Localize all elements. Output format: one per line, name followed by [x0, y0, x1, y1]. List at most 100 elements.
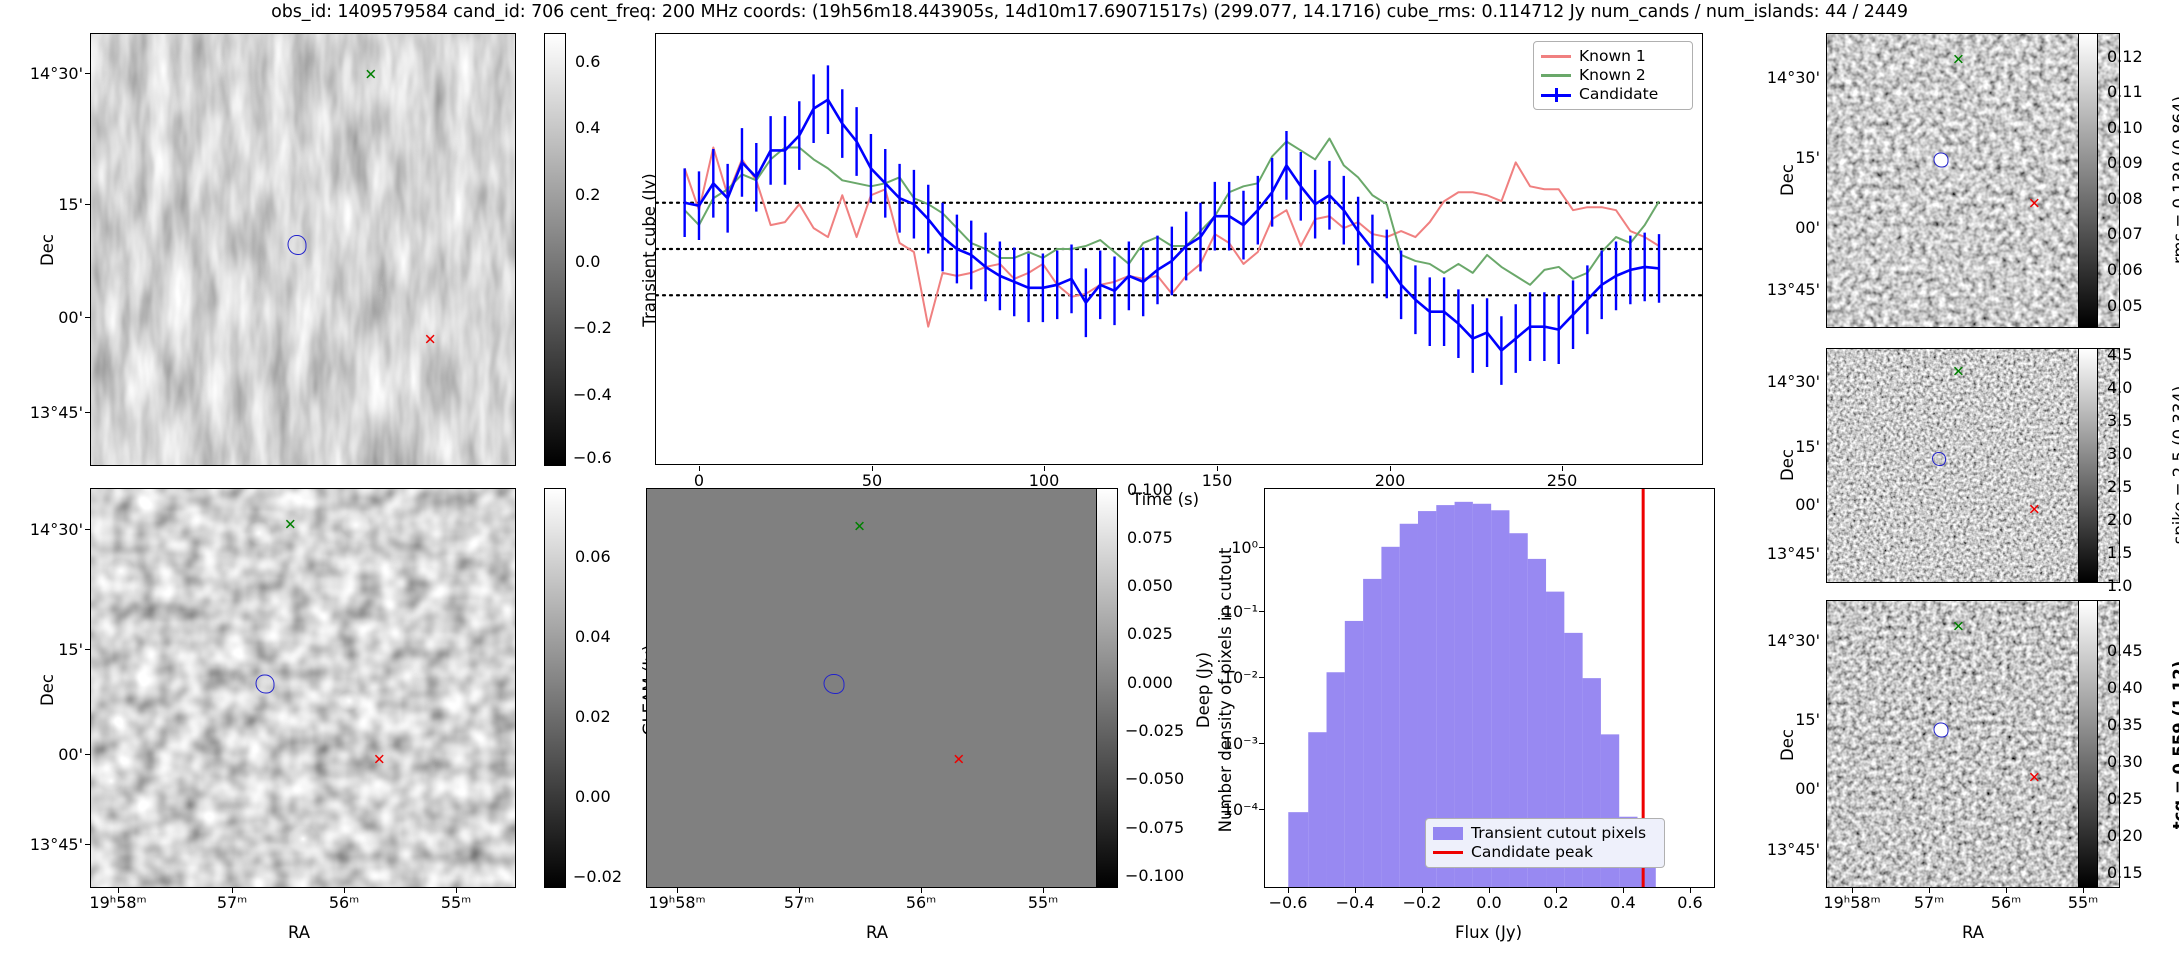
deep-image[interactable]: ✕ ✕: [646, 488, 1110, 888]
deep-ra-tickmark-2: [921, 888, 923, 893]
hist-xaxis-label: Flux (Jy): [1455, 923, 1523, 942]
hist-xtick-4: 0.2: [1543, 893, 1569, 912]
lc-candidate-errorbars: [683, 65, 1661, 385]
gleam-candidate-island-outline: [255, 674, 275, 694]
rms-dec-tick-1: 15': [1795, 148, 1820, 167]
gleam-dec-tick-2: 00': [58, 745, 83, 764]
spike-cbar-tick-7: 1.0: [2107, 576, 2133, 595]
tcg-cbar-tick-6: 0.15: [2107, 863, 2143, 882]
hist-ytick-2: 10⁻²: [1222, 668, 1258, 687]
gleam-dec-tickmark-1: [85, 649, 90, 651]
lc-xtickmark-5: [1562, 466, 1564, 471]
candidate-island-outline: [287, 235, 307, 256]
hist-xtickmark-4: [1556, 888, 1558, 893]
tcg-dec-tick-1: 15': [1795, 710, 1820, 729]
gleam-cbar-tick-0: 0.06: [575, 547, 611, 566]
hist-ytick-1: 10⁻³: [1222, 734, 1258, 753]
lc-xtick-1: 50: [861, 471, 883, 490]
hist-ytickmark-3: [1259, 611, 1264, 613]
tcg-ra-axis-label: RA: [1962, 923, 1985, 942]
rms-cbar-tick-5: 0.07: [2107, 224, 2143, 243]
figure-title: obs_id: 1409579584 cand_id: 706 cent_fre…: [271, 2, 1908, 22]
deep-ra-axis-label: RA: [866, 923, 889, 942]
cube-dec-tick-0: 14°30': [29, 64, 83, 83]
lc-xtickmark-3: [1217, 466, 1219, 471]
candidate-peak-swatch: [1433, 851, 1463, 854]
hist-ytickmark-2: [1259, 677, 1264, 679]
transient-cube-image[interactable]: ✕ ✕: [90, 33, 516, 466]
tcg-colorbar[interactable]: [2078, 600, 2098, 888]
cube-cbar-tick-4: −0.2: [573, 318, 612, 337]
gleam-ra-tick-3: 55ᵐ: [440, 893, 472, 912]
spike-known-source-1-marker: ✕: [2028, 500, 2041, 519]
lightcurve-legend: Known 1 Known 2 Candidate: [1533, 41, 1693, 110]
hist-xtick-5: 0.4: [1610, 893, 1636, 912]
tcg-image[interactable]: ✕ ✕: [1826, 600, 2120, 888]
tcg-ra-tick-2: 56ᵐ: [1990, 893, 2022, 912]
hist-yaxis-label: Number density of pixels in cutout: [1216, 547, 1235, 833]
gleam-ra-tick-1: 57ᵐ: [216, 893, 248, 912]
hist-xtickmark-6: [1690, 888, 1692, 893]
hist-ytick-3: 10⁻¹: [1222, 602, 1258, 621]
lightcurve-canvas: [656, 65, 1702, 385]
cube-cbar-tick-3: 0.0: [575, 252, 601, 271]
rms-known-source-2-marker: ✕: [1952, 50, 1965, 69]
gleam-ra-tickmark-1: [232, 888, 234, 893]
deep-known-source-2-marker: ✕: [853, 517, 866, 536]
hist-xtickmark-3: [1489, 888, 1491, 893]
spike-image[interactable]: ✕ ✕: [1826, 348, 2120, 583]
rms-cbar-tick-0: 0.12: [2107, 47, 2143, 66]
cube-cbar-tick-2: 0.2: [575, 185, 601, 204]
rms-colorbar[interactable]: [2078, 33, 2098, 328]
deep-cbar-tick-4: 0.000: [1127, 673, 1173, 692]
legend-row-candidate: Candidate: [1541, 85, 1683, 104]
rms-cbar-tick-4: 0.08: [2107, 189, 2143, 208]
tcg-cbar-tick-2: 0.35: [2107, 715, 2143, 734]
rms-known-source-1-marker: ✕: [2028, 194, 2041, 213]
spike-colorbar[interactable]: [2078, 348, 2098, 583]
cube-cbar-tick-6: −0.6: [573, 448, 612, 467]
legend-label-candidate-peak: Candidate peak: [1471, 843, 1594, 861]
cube-dec-axis-label: Dec: [38, 234, 57, 266]
gleam-colorbar[interactable]: [544, 488, 566, 888]
cutout-pixels-swatch: [1433, 827, 1463, 840]
cube-cbar-tick-5: −0.4: [573, 385, 612, 404]
legend-label-cutout-pixels: Transient cutout pixels: [1471, 824, 1647, 842]
tcg-cbar-tick-3: 0.30: [2107, 752, 2143, 771]
gleam-dec-tick-0: 14°30': [29, 520, 83, 539]
legend-row-candidate-peak: Candidate peak: [1433, 843, 1655, 862]
rms-cbar-tick-1: 0.11: [2107, 82, 2143, 101]
deep-known-source-1-marker: ✕: [952, 750, 966, 769]
gleam-known-source-1-marker: ✕: [373, 750, 386, 769]
hist-ytickmark-0: [1259, 809, 1264, 811]
lc-xtickmark-0: [699, 466, 701, 471]
gleam-cbar-tick-2: 0.02: [575, 707, 611, 726]
lc-series-candidate: [684, 98, 1660, 352]
histogram-legend: Transient cutout pixels Candidate peak: [1425, 818, 1665, 868]
tcg-cbar-tick-1: 0.40: [2107, 678, 2143, 697]
gleam-ra-tickmark-0: [118, 888, 120, 893]
gleam-image[interactable]: ✕ ✕: [90, 488, 516, 888]
rms-cbar-tick-6: 0.06: [2107, 260, 2143, 279]
legend-row-known2: Known 2: [1541, 66, 1683, 85]
deep-cbar-tick-2: 0.050: [1127, 576, 1173, 595]
tcg-ra-tickmark-0: [1852, 888, 1854, 893]
lightcurve-plot[interactable]: [655, 33, 1703, 465]
rms-image[interactable]: ✕ ✕: [1826, 33, 2120, 328]
spike-dec-tick-3: 13°45': [1766, 544, 1820, 563]
transient-cube-colorbar[interactable]: [544, 33, 566, 466]
gleam-ra-tickmark-3: [456, 888, 458, 893]
rms-cbar-tick-3: 0.09: [2107, 153, 2143, 172]
tcg-ra-tickmark-3: [2083, 888, 2085, 893]
rms-dec-tick-0: 14°30': [1766, 68, 1820, 87]
gleam-dec-tick-1: 15': [58, 640, 83, 659]
known-source-2-marker: ✕: [364, 65, 378, 84]
tcg-ra-tick-3: 55ᵐ: [2067, 893, 2099, 912]
candidate-errorbar-swatch: [1541, 87, 1571, 102]
lc-xtick-0: 0: [693, 471, 705, 490]
deep-colorbar[interactable]: [1096, 488, 1118, 888]
hist-xtickmark-2: [1422, 888, 1424, 893]
known-source-1-marker: ✕: [423, 330, 437, 349]
cube-cbar-tick-1: 0.4: [575, 118, 601, 137]
rms-cbar-tick-2: 0.10: [2107, 118, 2143, 137]
